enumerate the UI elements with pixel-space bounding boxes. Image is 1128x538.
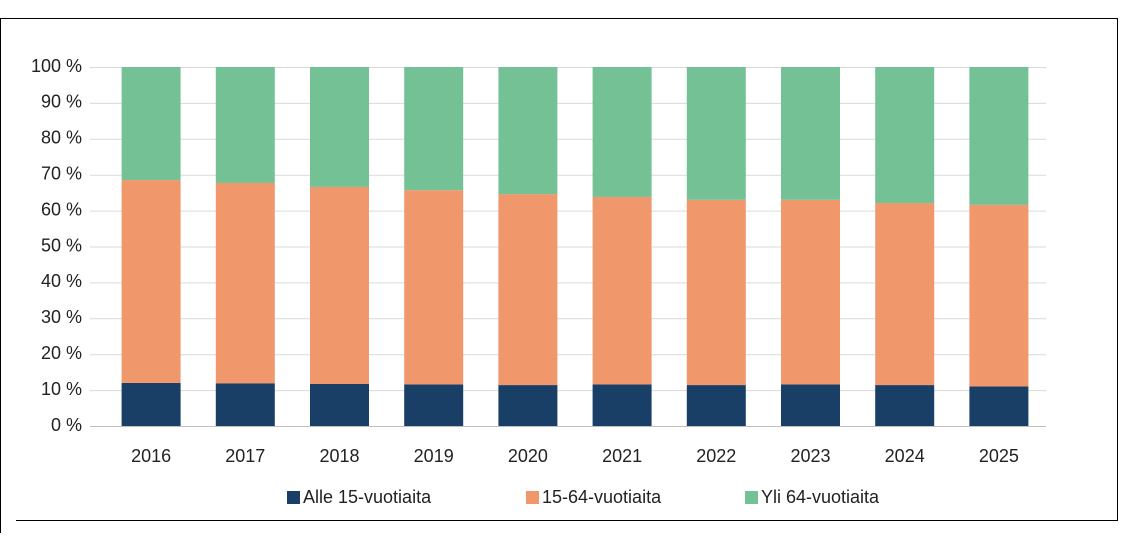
y-tick-label: 80 %: [41, 128, 82, 148]
x-tick-label: 2022: [696, 446, 736, 466]
y-tick-label: 90 %: [41, 92, 82, 112]
x-tick-label: 2017: [225, 446, 265, 466]
bar-segment: [686, 385, 746, 426]
bar-segment: [310, 186, 369, 384]
bar-segment: [121, 382, 181, 426]
frame: [0, 18, 1118, 533]
y-tick-label: 100 %: [31, 56, 82, 76]
x-tick-label: 2023: [790, 446, 830, 466]
bar-segment: [404, 384, 464, 426]
bar-segment: [121, 180, 181, 383]
y-tick-label: 10 %: [41, 379, 82, 399]
bar-segment: [781, 199, 840, 385]
x-tick-label: 2024: [885, 446, 925, 466]
bar-segment: [592, 196, 652, 385]
bar-segment: [686, 199, 746, 386]
bar-segment: [592, 67, 652, 197]
bar-segment: [310, 67, 369, 187]
bar-segment: [498, 385, 558, 426]
bar-segment: [969, 67, 1029, 205]
y-tick-label: 60 %: [41, 199, 82, 219]
bar-segment: [969, 386, 1029, 426]
bar-segment: [215, 182, 275, 384]
legend-label: Yli 64-vuotiaita: [761, 487, 880, 507]
bar-segment: [875, 203, 935, 386]
bar-segment: [121, 67, 181, 181]
y-tick-label: 40 %: [41, 271, 82, 291]
legend-swatch: [745, 491, 758, 504]
y-tick-label: 70 %: [41, 163, 82, 183]
bar-segment: [498, 67, 558, 195]
legend-label: 15-64-vuotiaita: [542, 487, 662, 507]
x-tick-label: 2018: [319, 446, 359, 466]
bar-segment: [498, 194, 558, 386]
bar-segment: [592, 384, 652, 426]
x-tick-label: 2021: [602, 446, 642, 466]
legend-label: Alle 15-vuotiaita: [303, 487, 432, 507]
bar-segment: [875, 67, 935, 204]
x-tick-label: 2019: [414, 446, 454, 466]
bar-segment: [686, 67, 746, 200]
legend-swatch: [526, 491, 539, 504]
bar-segment: [310, 383, 369, 426]
bar-segment: [215, 383, 275, 426]
x-tick-label: 2025: [979, 446, 1019, 466]
y-tick-label: 20 %: [41, 343, 82, 363]
bar-segment: [404, 67, 464, 191]
legend-swatch: [287, 491, 300, 504]
bar-segment: [969, 204, 1029, 387]
x-tick-label: 2020: [508, 446, 548, 466]
x-tick-label: 2016: [131, 446, 171, 466]
bar-segment: [781, 67, 840, 200]
bar-segment: [215, 67, 275, 183]
y-tick-label: 50 %: [41, 235, 82, 255]
y-tick-label: 30 %: [41, 307, 82, 327]
y-tick-label: 0 %: [51, 415, 82, 435]
bar-segment: [404, 190, 464, 385]
bar-segment: [781, 384, 840, 426]
bar-segment: [875, 385, 935, 426]
